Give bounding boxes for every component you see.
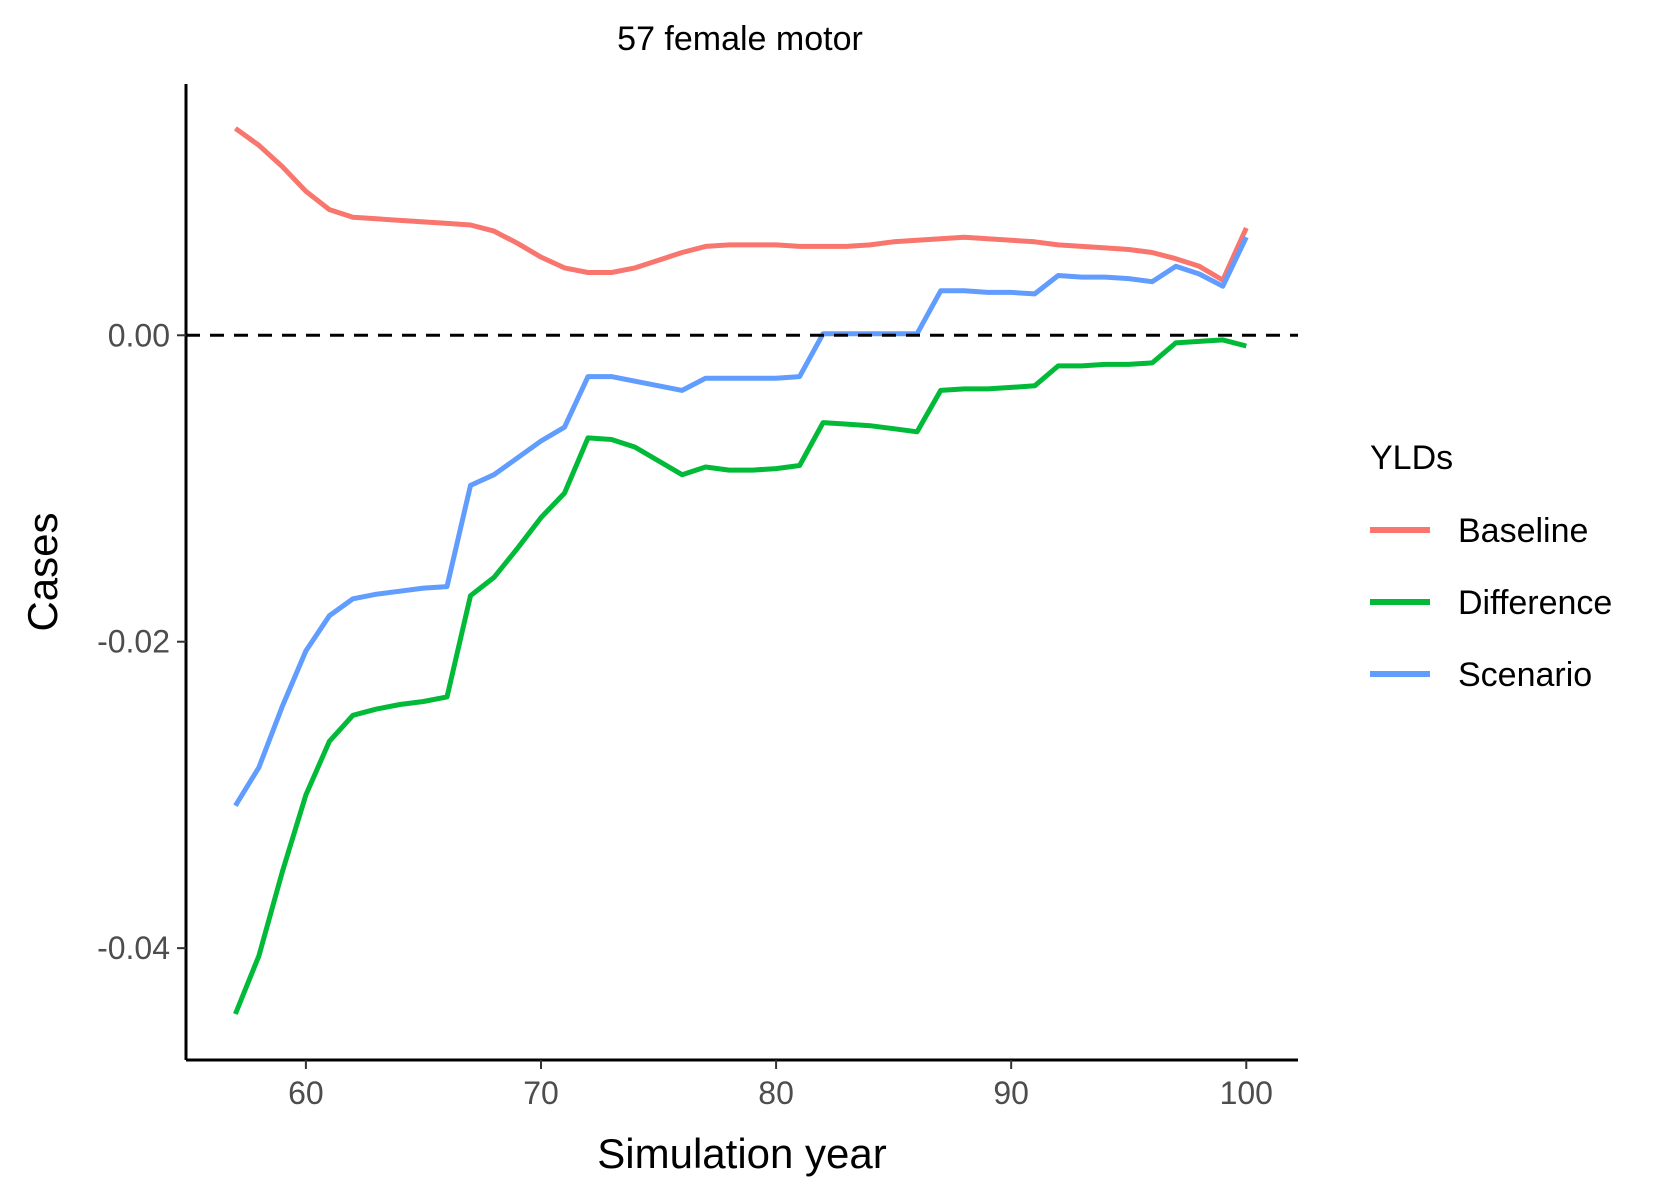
y-axis-title: Cases (19, 512, 66, 631)
y-tick-label: 0.00 (108, 317, 170, 353)
chart-title: 57 female motor (617, 20, 863, 58)
legend-label-scenario: Scenario (1458, 656, 1592, 694)
legend: YLDs Baseline Difference Scenario (1370, 439, 1612, 694)
series-line-scenario (233, 236, 1249, 808)
y-tick-label: -0.02 (97, 624, 170, 660)
x-tick-label: 80 (758, 1075, 794, 1111)
plot-series (233, 126, 1249, 1015)
y-axis-ticks: 0.00 -0.02 -0.04 (97, 317, 186, 966)
series-line-baseline (233, 126, 1249, 283)
legend-label-baseline: Baseline (1458, 512, 1588, 550)
x-tick-label: 70 (523, 1075, 559, 1111)
x-axis-title: Simulation year (597, 1130, 886, 1177)
x-tick-label: 100 (1220, 1075, 1273, 1111)
y-tick-label: -0.04 (97, 930, 170, 966)
x-tick-label: 60 (288, 1075, 324, 1111)
legend-items: Baseline Difference Scenario (1370, 512, 1612, 694)
x-axis-ticks: 60 70 80 90 100 (288, 1060, 1273, 1111)
legend-label-difference: Difference (1458, 584, 1612, 622)
x-tick-label: 90 (993, 1075, 1029, 1111)
series-line-difference (233, 337, 1247, 1015)
legend-title: YLDs (1370, 439, 1453, 477)
